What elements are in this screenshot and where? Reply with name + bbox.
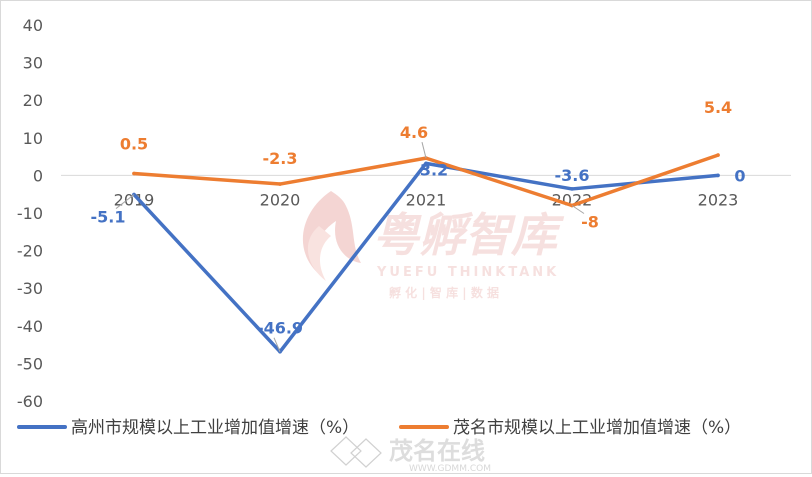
data-point [570,187,574,191]
y-tick-label: 30 [23,54,43,73]
data-point [716,173,720,178]
data-label: -46.9 [257,319,303,338]
y-axis: 40 30 20 10 0 -10 -20 -30 -40 -50 -60 [17,16,43,411]
data-label: -2.3 [263,149,298,168]
data-point [278,182,282,186]
x-tick-label: 2021 [406,190,447,209]
data-label: -8 [581,212,599,231]
legend-item-1: 茂名市规模以上工业增加值增速（%） [399,418,741,438]
flame-logo-icon [302,191,361,281]
data-label: 0.5 [120,135,148,154]
y-tick-label: 20 [23,91,43,110]
y-tick-label: 40 [23,16,43,35]
watermark-tagline: 孵 化 | 智 库 | 数 据 [389,285,499,300]
legend-item-0: 高州市规模以上工业增加值增速（%） [17,418,359,438]
legend: 高州市规模以上工业增加值增速（%） 茂名市规模以上工业增加值增速（%） [17,418,741,438]
watermark-brand-en: YUEFU THINKTANK [376,265,559,280]
y-tick-label: 10 [23,129,43,148]
watermark-brand: 粤孵智库 [373,208,565,262]
y-tick-label: -20 [17,242,43,261]
data-label: 3.2 [420,160,448,179]
site-logo-icon [330,436,382,468]
data-labels: -5.1 -46.9 3.2 -3.6 0 0.5 -2.3 4.6 -8 5.4 [91,98,746,352]
y-tick-label: -40 [17,317,43,336]
y-tick-label: -50 [17,354,43,373]
x-tick-label: 2022 [552,190,593,209]
watermark-site-name: 茂名在线 [389,437,485,465]
data-label: 4.6 [400,123,428,142]
data-label: -3.6 [555,166,590,185]
label-leader-line [571,205,585,214]
y-tick-label: -30 [17,279,43,298]
watermark-site: 茂名在线 WWW.GDMM.COM [330,436,491,474]
y-tick-label: -10 [17,204,43,223]
y-tick-label: -60 [17,392,43,411]
watermark-site-url: WWW.GDMM.COM [409,464,491,473]
legend-label: 茂名市规模以上工业增加值增速（%） [453,418,741,438]
data-point [132,171,136,176]
data-label: 0 [734,166,745,185]
legend-label: 高州市规模以上工业增加值增速（%） [71,418,359,438]
data-point [716,153,720,157]
label-leader-line [115,194,135,209]
data-label: -5.1 [91,208,126,227]
data-point [424,161,428,166]
watermark: 粤孵智库 YUEFU THINKTANK 孵 化 | 智 库 | 数 据 [302,191,565,300]
x-tick-label: 2020 [260,190,301,209]
x-tick-label: 2023 [698,190,739,209]
label-leader-line [421,141,427,159]
label-leader-line [273,337,281,352]
y-tick-label: 0 [33,166,43,185]
data-label: 5.4 [704,98,732,117]
